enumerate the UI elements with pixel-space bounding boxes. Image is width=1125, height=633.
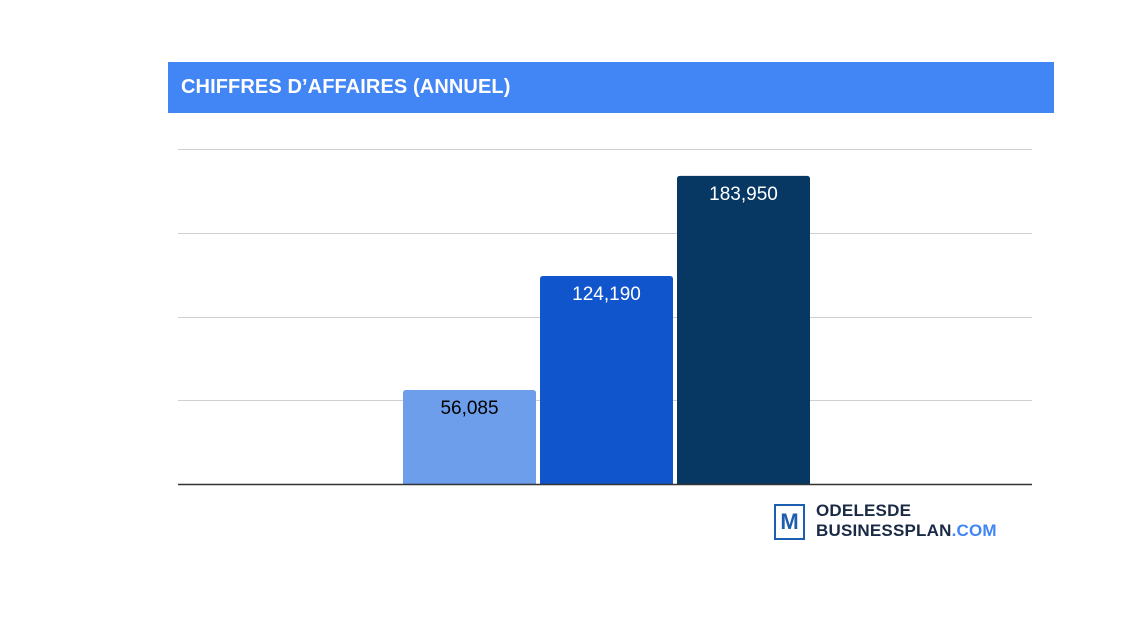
logo-m-icon: M: [774, 504, 805, 540]
bar: [540, 275, 673, 484]
bar-value-label: 183,950: [709, 184, 778, 205]
logo-line-2: BUSINESSPLAN.COM: [816, 521, 997, 541]
bar: [677, 175, 810, 485]
bar-value-label: 56,085: [440, 398, 498, 419]
logo-letter: M: [780, 509, 799, 534]
chart-title: CHIFFRES D’AFFAIRES (ANNUEL): [181, 76, 511, 98]
chart-title-bar: CHIFFRES D’AFFAIRES (ANNUEL): [168, 62, 1054, 113]
logo-line-2-main: BUSINESSPLAN: [816, 521, 952, 540]
bar-value-label: 124,190: [572, 284, 641, 305]
brand-logo: M ODELESDE BUSINESSPLAN.COM: [774, 501, 1044, 543]
logo-line-2-suffix: .COM: [951, 521, 997, 540]
bar: [403, 390, 536, 484]
logo-line-1: ODELESDE: [816, 501, 912, 520]
